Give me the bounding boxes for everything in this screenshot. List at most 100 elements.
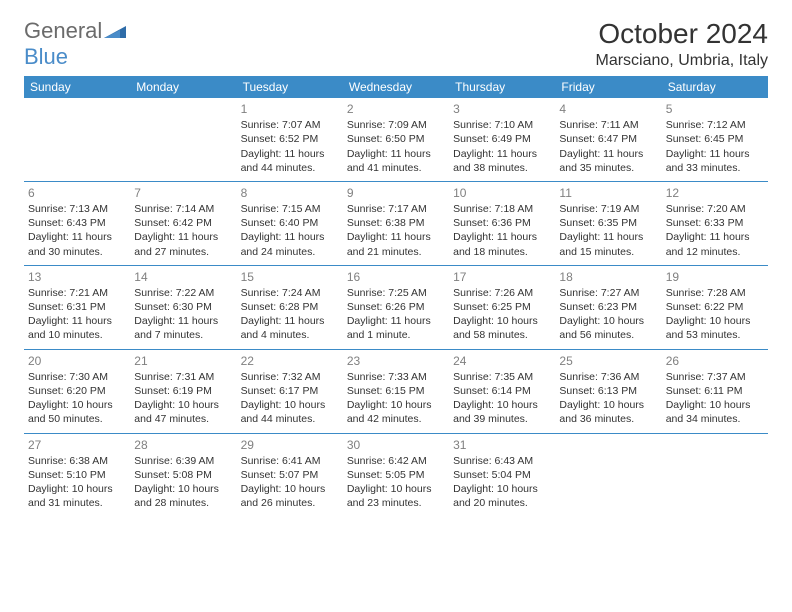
sunset-text: Sunset: 6:33 PM [666,216,764,230]
sunset-text: Sunset: 5:08 PM [134,468,232,482]
calendar-cell: 13Sunrise: 7:21 AMSunset: 6:31 PMDayligh… [24,265,130,349]
calendar-cell: 7Sunrise: 7:14 AMSunset: 6:42 PMDaylight… [130,181,236,265]
calendar-cell: 27Sunrise: 6:38 AMSunset: 5:10 PMDayligh… [24,433,130,516]
daylight-text: Daylight: 10 hours [28,398,126,412]
daylight-text: and 44 minutes. [241,412,339,426]
sunset-text: Sunset: 6:47 PM [559,132,657,146]
logo-mark-icon [104,18,126,44]
calendar-cell: 31Sunrise: 6:43 AMSunset: 5:04 PMDayligh… [449,433,555,516]
calendar-cell: 28Sunrise: 6:39 AMSunset: 5:08 PMDayligh… [130,433,236,516]
sunrise-text: Sunrise: 7:35 AM [453,370,551,384]
calendar-cell: 19Sunrise: 7:28 AMSunset: 6:22 PMDayligh… [662,265,768,349]
day-number: 22 [241,353,339,369]
daylight-text: and 20 minutes. [453,496,551,510]
daylight-text: Daylight: 10 hours [347,398,445,412]
sunrise-text: Sunrise: 7:32 AM [241,370,339,384]
daylight-text: Daylight: 11 hours [347,314,445,328]
title-block: October 2024 Marsciano, Umbria, Italy [596,18,769,70]
calendar-table: SundayMondayTuesdayWednesdayThursdayFrid… [24,76,768,516]
sunset-text: Sunset: 6:49 PM [453,132,551,146]
day-number: 17 [453,269,551,285]
sunrise-text: Sunrise: 7:11 AM [559,118,657,132]
daylight-text: and 30 minutes. [28,245,126,259]
calendar-cell: 6Sunrise: 7:13 AMSunset: 6:43 PMDaylight… [24,181,130,265]
sunrise-text: Sunrise: 7:18 AM [453,202,551,216]
daylight-text: Daylight: 10 hours [559,398,657,412]
sunset-text: Sunset: 6:25 PM [453,300,551,314]
logo-word1: General [24,18,102,43]
sunrise-text: Sunrise: 7:26 AM [453,286,551,300]
daylight-text: Daylight: 11 hours [347,147,445,161]
sunrise-text: Sunrise: 7:09 AM [347,118,445,132]
calendar-cell: 24Sunrise: 7:35 AMSunset: 6:14 PMDayligh… [449,349,555,433]
sunrise-text: Sunrise: 7:15 AM [241,202,339,216]
daylight-text: and 50 minutes. [28,412,126,426]
sunrise-text: Sunrise: 7:17 AM [347,202,445,216]
daylight-text: and 26 minutes. [241,496,339,510]
sunrise-text: Sunrise: 6:39 AM [134,454,232,468]
calendar-cell-empty [662,433,768,516]
sunrise-text: Sunrise: 6:41 AM [241,454,339,468]
sunrise-text: Sunrise: 7:25 AM [347,286,445,300]
daylight-text: Daylight: 10 hours [134,398,232,412]
calendar-cell: 15Sunrise: 7:24 AMSunset: 6:28 PMDayligh… [237,265,343,349]
sunset-text: Sunset: 6:40 PM [241,216,339,230]
calendar-cell: 22Sunrise: 7:32 AMSunset: 6:17 PMDayligh… [237,349,343,433]
calendar-cell: 20Sunrise: 7:30 AMSunset: 6:20 PMDayligh… [24,349,130,433]
sunset-text: Sunset: 6:28 PM [241,300,339,314]
daylight-text: and 35 minutes. [559,161,657,175]
day-number: 28 [134,437,232,453]
calendar-body: 1Sunrise: 7:07 AMSunset: 6:52 PMDaylight… [24,98,768,516]
day-number: 15 [241,269,339,285]
sunrise-text: Sunrise: 7:10 AM [453,118,551,132]
day-number: 30 [347,437,445,453]
daylight-text: and 39 minutes. [453,412,551,426]
day-number: 23 [347,353,445,369]
day-number: 20 [28,353,126,369]
sunrise-text: Sunrise: 7:31 AM [134,370,232,384]
daylight-text: and 1 minute. [347,328,445,342]
calendar-header-row: SundayMondayTuesdayWednesdayThursdayFrid… [24,76,768,98]
daylight-text: Daylight: 10 hours [453,314,551,328]
calendar-cell: 18Sunrise: 7:27 AMSunset: 6:23 PMDayligh… [555,265,661,349]
calendar-cell: 17Sunrise: 7:26 AMSunset: 6:25 PMDayligh… [449,265,555,349]
sunrise-text: Sunrise: 7:33 AM [347,370,445,384]
weekday-header: Friday [555,76,661,98]
sunset-text: Sunset: 6:42 PM [134,216,232,230]
daylight-text: and 47 minutes. [134,412,232,426]
daylight-text: Daylight: 10 hours [559,314,657,328]
calendar-cell: 1Sunrise: 7:07 AMSunset: 6:52 PMDaylight… [237,98,343,181]
daylight-text: and 38 minutes. [453,161,551,175]
day-number: 7 [134,185,232,201]
sunrise-text: Sunrise: 6:38 AM [28,454,126,468]
daylight-text: Daylight: 11 hours [241,147,339,161]
sunset-text: Sunset: 6:13 PM [559,384,657,398]
sunset-text: Sunset: 6:50 PM [347,132,445,146]
daylight-text: and 27 minutes. [134,245,232,259]
day-number: 6 [28,185,126,201]
sunset-text: Sunset: 5:07 PM [241,468,339,482]
sunrise-text: Sunrise: 7:19 AM [559,202,657,216]
calendar-cell-empty [130,98,236,181]
sunset-text: Sunset: 6:15 PM [347,384,445,398]
daylight-text: and 53 minutes. [666,328,764,342]
weekday-header: Thursday [449,76,555,98]
day-number: 4 [559,101,657,117]
daylight-text: Daylight: 11 hours [134,314,232,328]
sunset-text: Sunset: 6:14 PM [453,384,551,398]
daylight-text: Daylight: 10 hours [666,398,764,412]
daylight-text: and 23 minutes. [347,496,445,510]
calendar-cell: 9Sunrise: 7:17 AMSunset: 6:38 PMDaylight… [343,181,449,265]
day-number: 25 [559,353,657,369]
day-number: 1 [241,101,339,117]
day-number: 27 [28,437,126,453]
sunrise-text: Sunrise: 6:43 AM [453,454,551,468]
day-number: 31 [453,437,551,453]
daylight-text: Daylight: 10 hours [241,398,339,412]
daylight-text: Daylight: 10 hours [28,482,126,496]
day-number: 12 [666,185,764,201]
calendar-cell: 14Sunrise: 7:22 AMSunset: 6:30 PMDayligh… [130,265,236,349]
sunrise-text: Sunrise: 7:28 AM [666,286,764,300]
day-number: 24 [453,353,551,369]
day-number: 8 [241,185,339,201]
